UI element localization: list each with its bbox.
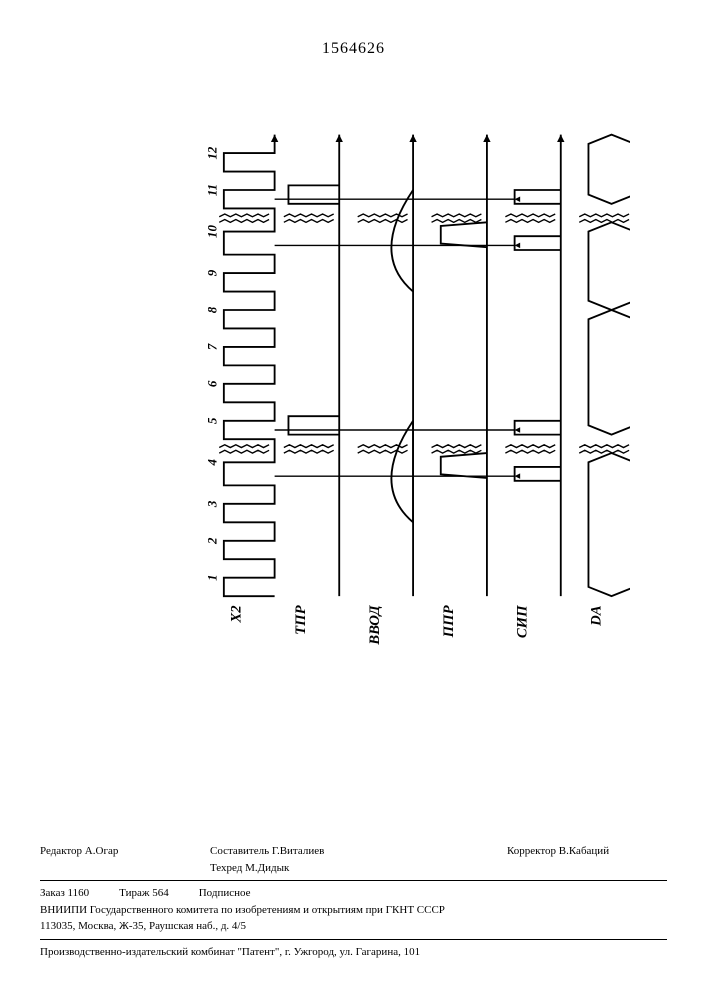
svg-text:DA: DA <box>588 605 604 627</box>
org: ВНИИПИ Государственного комитета по изоб… <box>40 902 667 919</box>
svg-text:ТПР: ТПР <box>293 604 309 634</box>
svg-text:СВ19: СВ19 <box>628 448 630 476</box>
corrector: Корректор В.Кабаций <box>507 843 667 876</box>
svg-text:Х2: Х2 <box>228 605 244 624</box>
svg-text:6: 6 <box>204 380 219 387</box>
page: 1564626 Х2ТПРВВОДППРСИПDA123456789101112… <box>0 0 707 1000</box>
svg-text:8: 8 <box>204 306 219 313</box>
diagram-svg: Х2ТПРВВОДППРСИПDA123456789101112РВ18(1)Р… <box>150 80 630 780</box>
svg-text:РВ18(6): РВ18(6) <box>628 132 630 173</box>
subscription: Подписное <box>199 885 251 902</box>
svg-text:ППР: ППР <box>441 604 457 638</box>
compiler: Составитель Г.Виталиев <box>210 845 324 857</box>
svg-text:11: 11 <box>204 184 219 196</box>
svg-text:СИП: СИП <box>515 605 531 638</box>
footer: Редактор А.Огар Составитель Г.Виталиев Т… <box>40 843 667 960</box>
svg-text:5: 5 <box>204 417 219 424</box>
svg-text:РВ18(5): РВ18(5) <box>628 483 630 524</box>
svg-text:РВ18(5): РВ18(5) <box>628 400 630 441</box>
compiler-tech: Составитель Г.Виталиев Техред М.Дидык <box>170 843 497 876</box>
svg-text:РВ18(2): РВ18(2) <box>628 326 630 367</box>
imprint-row-1: Заказ 1160 Тираж 564 Подписное ВНИИПИ Го… <box>40 880 667 935</box>
svg-text:РВ18(7): РВ18(7) <box>628 252 630 293</box>
timing-diagram: Х2ТПРВВОДППРСИПDA123456789101112РВ18(1)Р… <box>150 80 630 780</box>
svg-text:РВ18(1): РВ18(1) <box>628 557 630 598</box>
svg-text:РВ18(7): РВ18(7) <box>628 169 630 210</box>
svg-text:12: 12 <box>204 146 219 159</box>
tech: Техред М.Дидык <box>210 862 289 874</box>
svg-text:СВ19: СВ19 <box>628 218 630 246</box>
svg-text:1: 1 <box>204 574 219 580</box>
svg-text:3: 3 <box>204 500 219 508</box>
printer: Производственно-издательский комбинат "П… <box>40 946 420 958</box>
svg-text:РВ18(1): РВ18(1) <box>628 363 630 404</box>
svg-text:ВВОД: ВВОД <box>367 604 383 645</box>
credits-row: Редактор А.Огар Составитель Г.Виталиев Т… <box>40 843 667 876</box>
svg-text:2: 2 <box>204 537 219 545</box>
order: Заказ 1160 <box>40 885 89 902</box>
patent-number: 1564626 <box>322 40 385 58</box>
svg-text:7: 7 <box>204 343 219 350</box>
imprint-row-2: Производственно-издательский комбинат "П… <box>40 939 667 961</box>
svg-text:РВ18(2): РВ18(2) <box>628 520 630 561</box>
svg-text:РВ18(6): РВ18(6) <box>628 289 630 330</box>
svg-text:10: 10 <box>204 225 219 238</box>
editor: Редактор А.Огар <box>40 843 160 876</box>
tirage: Тираж 564 <box>119 885 169 902</box>
address: 113035, Москва, Ж-35, Раушская наб., д. … <box>40 918 667 935</box>
svg-text:9: 9 <box>204 269 219 276</box>
svg-text:4: 4 <box>204 459 219 467</box>
